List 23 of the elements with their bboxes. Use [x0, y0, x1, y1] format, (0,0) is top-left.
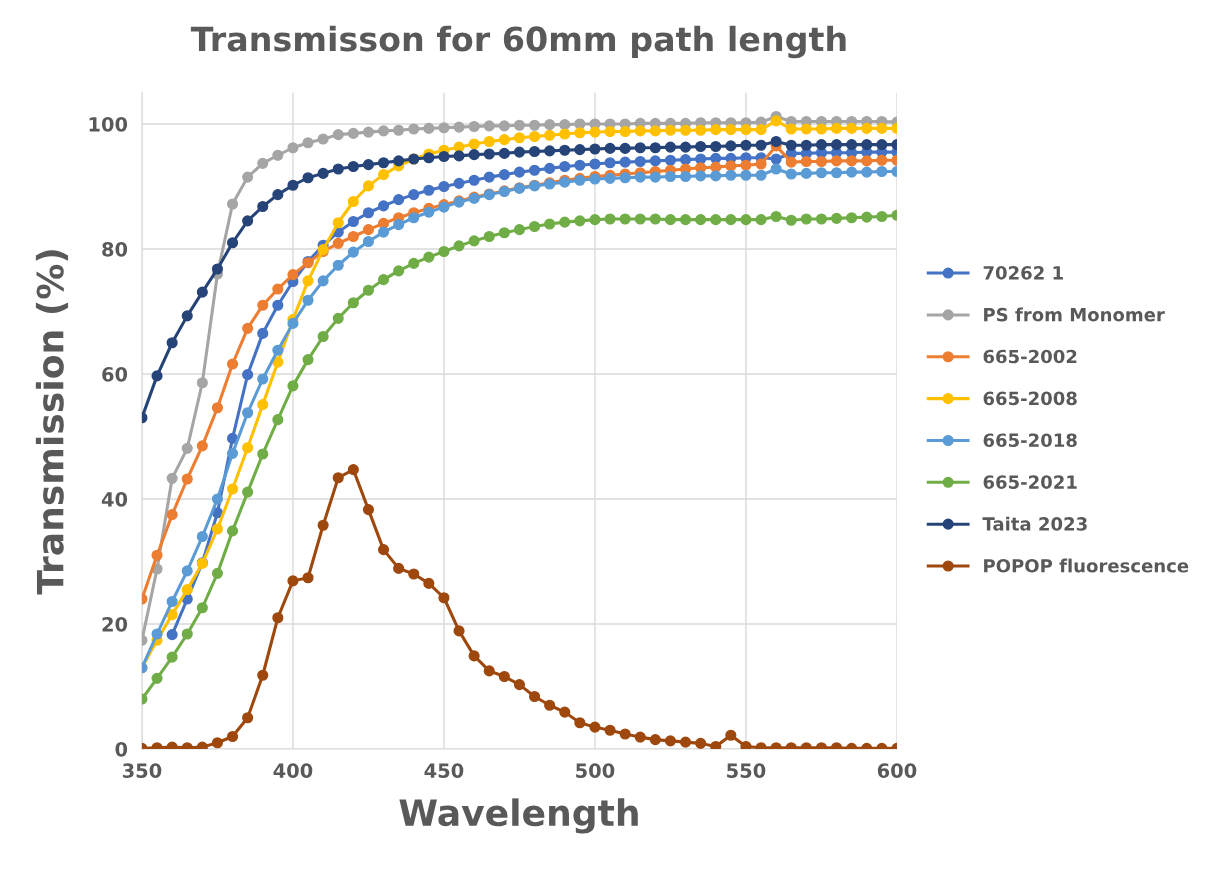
y-axis-title: Transmission (%)	[35, 250, 69, 595]
x-tick-label: 500	[576, 763, 615, 778]
legend-label: Taita 2023	[982, 516, 1087, 531]
legend-label: POPOP fluorescence	[984, 558, 1189, 573]
y-tick-label: 80	[102, 241, 128, 257]
y-tick-label: 0	[115, 741, 128, 757]
legend-label: 665-2008	[983, 391, 1077, 406]
legend-label: 665-2002	[983, 349, 1077, 364]
x-tick-label: 350	[122, 763, 162, 778]
y-tick-label: 20	[102, 616, 128, 632]
chart-title: Transmisson for 60mm path length	[190, 25, 846, 59]
legend-label: 665-2021	[983, 475, 1077, 489]
x-axis-title: Wavelength	[399, 798, 638, 834]
y-tick-label: 100	[89, 116, 128, 132]
y-tick-label: 60	[102, 366, 128, 382]
legend-label: 665-2018	[983, 433, 1077, 448]
x-tick-label: 450	[424, 763, 464, 778]
legend-label: 70262 1	[983, 265, 1063, 280]
x-tick-label: 550	[727, 763, 766, 778]
legend-label: PS from Monomer	[984, 307, 1165, 322]
y-tick-label: 40	[101, 491, 128, 507]
x-tick-label: 600	[877, 763, 917, 778]
x-tick-label: 400	[273, 763, 313, 778]
